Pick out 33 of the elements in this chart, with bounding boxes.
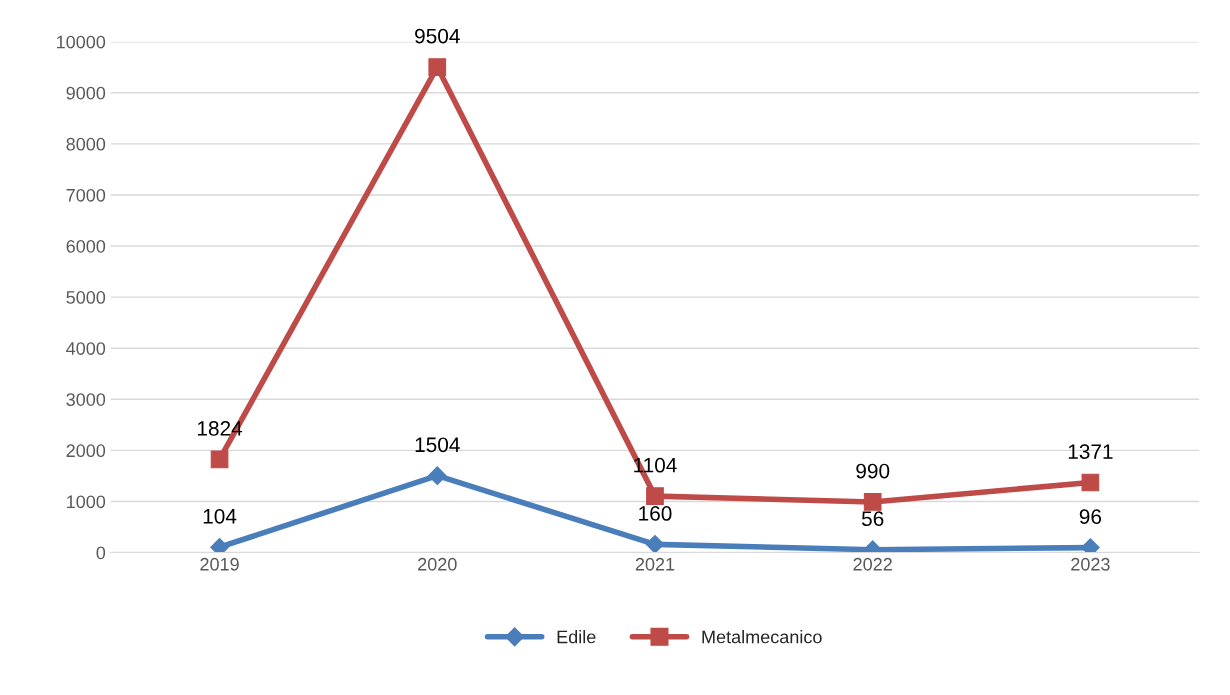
data-label: 1371 xyxy=(1068,444,1113,459)
x-tick-label: 2023 xyxy=(1071,557,1110,571)
y-tick-label: 3000 xyxy=(66,393,106,406)
y-tick-label: 2000 xyxy=(66,444,106,458)
x-tick-label: 2021 xyxy=(635,557,675,571)
x-tick-label: 2022 xyxy=(853,557,892,571)
legend-label: Edile xyxy=(557,630,596,644)
point xyxy=(646,487,664,505)
point xyxy=(210,450,229,469)
point xyxy=(863,493,882,511)
y-tick-label: 0 xyxy=(96,546,106,560)
y-tick-label: 6000 xyxy=(66,239,106,253)
y-tick-label: 7000 xyxy=(66,188,106,202)
point xyxy=(645,534,665,553)
point xyxy=(1081,473,1100,492)
data-label: 104 xyxy=(203,508,237,524)
data-label: 56 xyxy=(861,511,884,527)
x-tick-label: 2020 xyxy=(418,557,457,571)
data-label: 160 xyxy=(639,506,672,521)
point xyxy=(428,58,447,76)
y-tick-label: 8000 xyxy=(66,137,106,151)
data-label: 96 xyxy=(1079,509,1102,525)
y-tick-label: 1000 xyxy=(67,495,106,509)
data-label: 990 xyxy=(856,463,890,479)
legend-label: Metalmecanico xyxy=(702,630,822,644)
data-label: 1504 xyxy=(415,437,460,453)
data-label: 9504 xyxy=(415,28,460,44)
x-tick-label: 2019 xyxy=(200,557,239,571)
y-tick-label: 10000 xyxy=(57,35,106,49)
y-tick-label: 4000 xyxy=(66,342,106,355)
y-tick-label: 9000 xyxy=(66,86,106,100)
point xyxy=(427,466,447,486)
y-tick-label: 5000 xyxy=(66,291,106,304)
